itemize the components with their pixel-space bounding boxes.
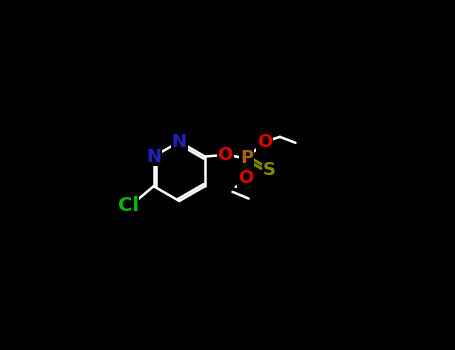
Text: O: O xyxy=(238,169,253,187)
Text: N: N xyxy=(172,133,187,151)
Text: O: O xyxy=(257,133,272,151)
Text: Cl: Cl xyxy=(117,196,138,215)
Text: N: N xyxy=(146,148,161,166)
Text: O: O xyxy=(217,146,233,164)
Text: P: P xyxy=(240,149,253,167)
Text: S: S xyxy=(263,161,276,179)
